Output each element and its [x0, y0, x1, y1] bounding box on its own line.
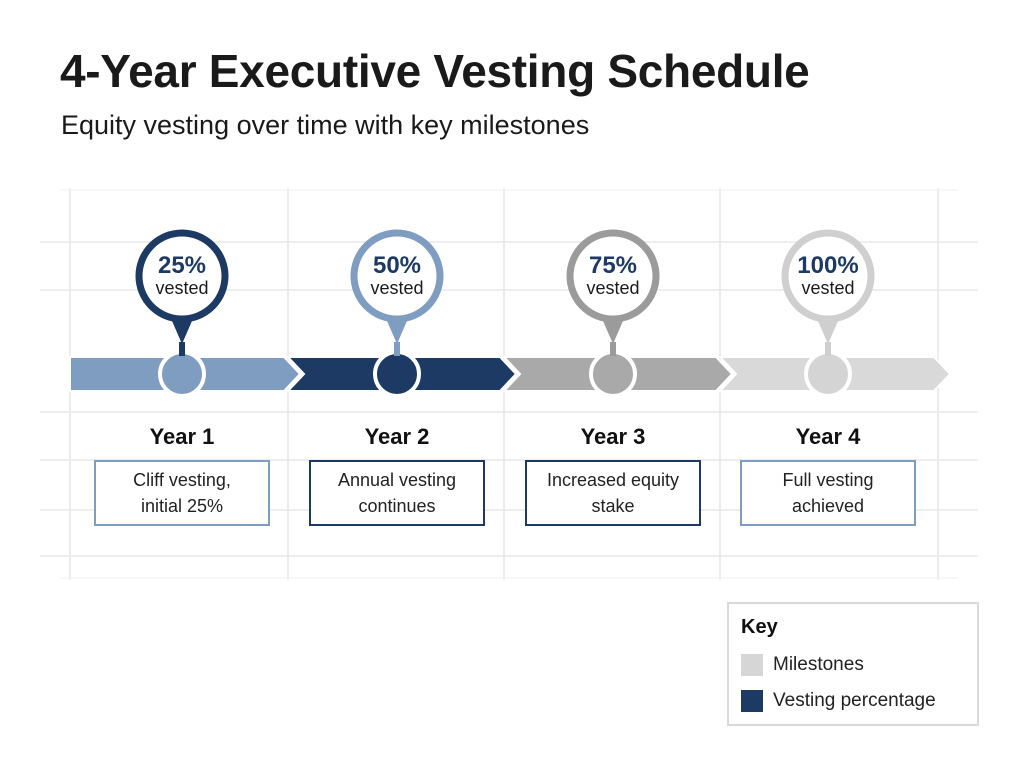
- milestone-pin-4: [781, 229, 875, 356]
- year-label-3: Year 3: [580, 424, 646, 449]
- timeline-node-1: [158, 350, 206, 398]
- vesting-percent-2: 50%: [372, 252, 422, 279]
- legend: Key Milestones Vesting percentage: [727, 602, 979, 726]
- page-title: 4-Year Executive Vesting Schedule: [60, 45, 810, 97]
- milestone-pin-label-4: 100% vested: [783, 252, 873, 302]
- year-label-4: Year 4: [795, 424, 861, 449]
- description-line: Full vesting: [782, 470, 874, 490]
- vesting-percent-4: 100%: [797, 252, 859, 279]
- vested-label-2: vested: [370, 278, 424, 298]
- milestone-pin-3: [566, 229, 660, 356]
- year-label-2: Year 2: [364, 424, 430, 449]
- description-line: continues: [358, 496, 436, 516]
- milestone-description-2: Annual vesting continues: [309, 460, 485, 526]
- legend-title: Key: [741, 616, 778, 638]
- legend-label-vesting-percentage: Vesting percentage: [773, 690, 936, 711]
- description-line: stake: [591, 496, 635, 516]
- milestone-description-3: Increased equity stake: [525, 460, 701, 526]
- vested-label-4: vested: [801, 278, 855, 298]
- vested-label-1: vested: [155, 278, 209, 298]
- description-line: Increased equity: [546, 470, 680, 490]
- milestone-pin-label-1: 25% vested: [137, 252, 227, 302]
- legend-label-milestones: Milestones: [773, 654, 864, 675]
- timeline-node-4: [804, 350, 852, 398]
- year-label-1: Year 1: [149, 424, 215, 449]
- milestone-description-1: Cliff vesting, initial 25%: [94, 460, 270, 526]
- milestone-pin-label-2: 50% vested: [352, 252, 442, 302]
- vesting-percent-3: 75%: [588, 252, 638, 279]
- description-line: Annual vesting: [337, 470, 457, 490]
- milestone-pin-1: [135, 229, 229, 356]
- description-line: achieved: [791, 496, 865, 516]
- milestone-pin-2: [350, 229, 444, 356]
- legend-item-vesting-percentage: Vesting percentage: [741, 690, 936, 712]
- timeline-node-2: [373, 350, 421, 398]
- milestone-pin-label-3: 75% vested: [568, 252, 658, 302]
- legend-item-milestones: Milestones: [741, 654, 864, 676]
- description-line: Cliff vesting,: [133, 470, 231, 490]
- milestone-description-4: Full vesting achieved: [740, 460, 916, 526]
- page-subtitle: Equity vesting over time with key milest…: [61, 110, 590, 140]
- legend-swatch-vesting-percentage: [741, 690, 763, 712]
- description-line: initial 25%: [140, 496, 224, 516]
- vesting-percent-1: 25%: [157, 252, 207, 279]
- vested-label-3: vested: [586, 278, 640, 298]
- timeline-node-3: [589, 350, 637, 398]
- legend-swatch-milestones: [741, 654, 763, 676]
